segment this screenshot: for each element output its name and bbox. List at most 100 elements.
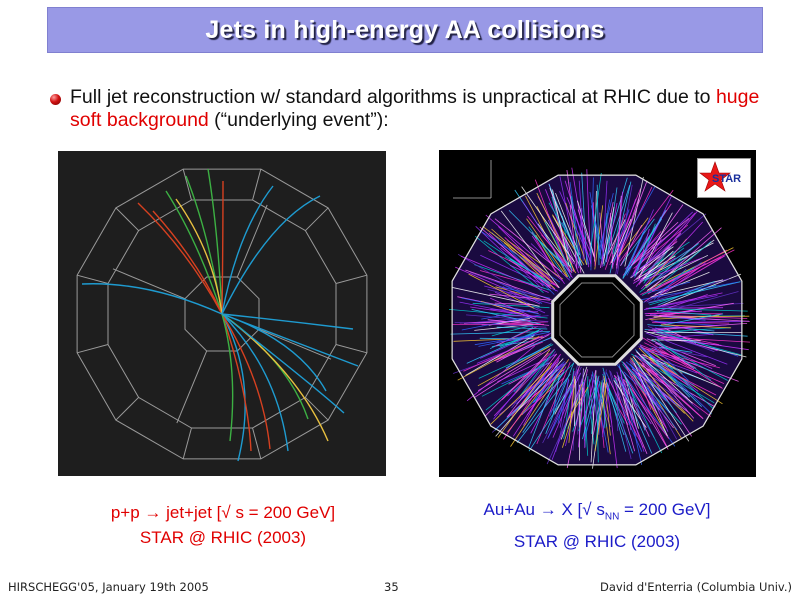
particle-track [654, 347, 689, 381]
particle-track [510, 265, 556, 286]
particle-track [609, 370, 632, 459]
detector-sector-line [76, 344, 109, 354]
particle-track [221, 313, 252, 452]
bullet-text-part1: Full jet reconstruction w/ standard algo… [70, 86, 716, 108]
particle-track [639, 247, 685, 283]
particle-track [648, 307, 748, 312]
particle-track [649, 260, 683, 285]
particle-track [632, 356, 694, 422]
particle-track [614, 380, 636, 452]
star-logo: STAR [697, 158, 751, 198]
particle-track [642, 348, 699, 392]
track-cloud [448, 167, 751, 469]
auau-caption-d: = 200 GeV] [619, 500, 711, 519]
particle-track [221, 195, 321, 315]
particle-track [612, 186, 656, 262]
particle-track [457, 253, 537, 301]
particle-track [643, 245, 672, 284]
pp-event-display [58, 151, 386, 476]
particle-track [457, 296, 539, 314]
particle-track [521, 186, 575, 263]
particle-track [644, 257, 703, 280]
pp-caption-line1: p+p → jet+jet [√ s = 200 GeV] [58, 500, 388, 525]
particle-track [578, 180, 585, 260]
auau-event-display: STAR [439, 150, 756, 477]
particle-track [528, 379, 576, 452]
particle-track [639, 344, 712, 415]
particle-track [632, 195, 672, 278]
particle-track [624, 362, 670, 414]
particle-track [507, 354, 555, 397]
particle-track [631, 375, 667, 429]
particle-track [137, 202, 223, 315]
particle-track [622, 231, 644, 278]
particle-track [651, 249, 735, 292]
detector-outer-ring [76, 168, 368, 460]
particle-track [503, 357, 560, 440]
particle-track [494, 326, 538, 347]
particle-track [632, 257, 676, 284]
particle-track [544, 221, 570, 267]
particle-track [631, 217, 690, 267]
particle-track [570, 196, 580, 267]
particle-track [634, 354, 703, 419]
title-bar: Jets in high-energy AA collisions [47, 7, 763, 53]
particle-track [639, 346, 725, 384]
auau-caption-line2: STAR @ RHIC (2003) [513, 532, 681, 552]
particle-track [207, 168, 223, 315]
sqrt-icon: √ [221, 503, 231, 522]
particle-track [466, 345, 535, 402]
particle-track [484, 352, 549, 417]
particle-track [482, 226, 550, 276]
particle-track [583, 380, 601, 441]
auau-caption: Au+Au → X [√ sNN = 200 GeV] STAR @ RHIC … [430, 497, 764, 554]
particle-track [460, 255, 549, 293]
particle-track [497, 362, 553, 438]
particle-track [555, 192, 581, 256]
pp-caption-b: jet+jet [ [161, 503, 222, 522]
particle-track [652, 356, 698, 374]
particle-track [648, 292, 723, 309]
bullet-highlight: huge soft background [70, 86, 760, 131]
detector-sector-line [115, 207, 139, 231]
particle-track [495, 341, 543, 361]
particle-track [488, 250, 545, 278]
particle-track [639, 250, 674, 282]
pp-caption: p+p → jet+jet [√ s = 200 GeV] STAR @ RHI… [58, 500, 388, 550]
bullet-icon [50, 94, 61, 105]
particle-track [477, 346, 550, 387]
detector-sector-line [182, 168, 192, 201]
particle-track [603, 177, 628, 257]
particle-track [221, 313, 234, 442]
particle-track [563, 368, 575, 440]
particle-track [618, 217, 649, 258]
particle-track [647, 326, 715, 353]
particle-track [522, 362, 567, 415]
particle-track [494, 369, 558, 431]
particle-track [547, 219, 571, 275]
particle-track [635, 211, 693, 268]
arrow-icon: → [144, 503, 162, 522]
footer-conference: HIRSCHEGG'05, January 19th 2005 [8, 580, 209, 594]
particle-track [221, 313, 246, 462]
particle-track [660, 336, 751, 343]
particle-track [559, 378, 569, 428]
particle-track [577, 374, 580, 435]
detector-sector-line [115, 397, 139, 421]
particle-track [634, 369, 677, 397]
particle-track [654, 320, 718, 326]
footer-author: David d'Enterria (Columbia Univ.) [599, 580, 792, 594]
particle-track [221, 313, 271, 450]
particle-track [654, 271, 710, 295]
particle-track [470, 272, 540, 298]
detector-outer-edge [451, 174, 743, 466]
particle-track [483, 240, 551, 285]
particle-track [175, 198, 223, 315]
particle-track [641, 221, 703, 290]
particle-track [656, 331, 742, 356]
particle-track [526, 218, 568, 277]
particle-track [640, 346, 691, 398]
particle-track [656, 255, 725, 297]
particle-track [578, 379, 586, 448]
particle-track [475, 235, 544, 294]
